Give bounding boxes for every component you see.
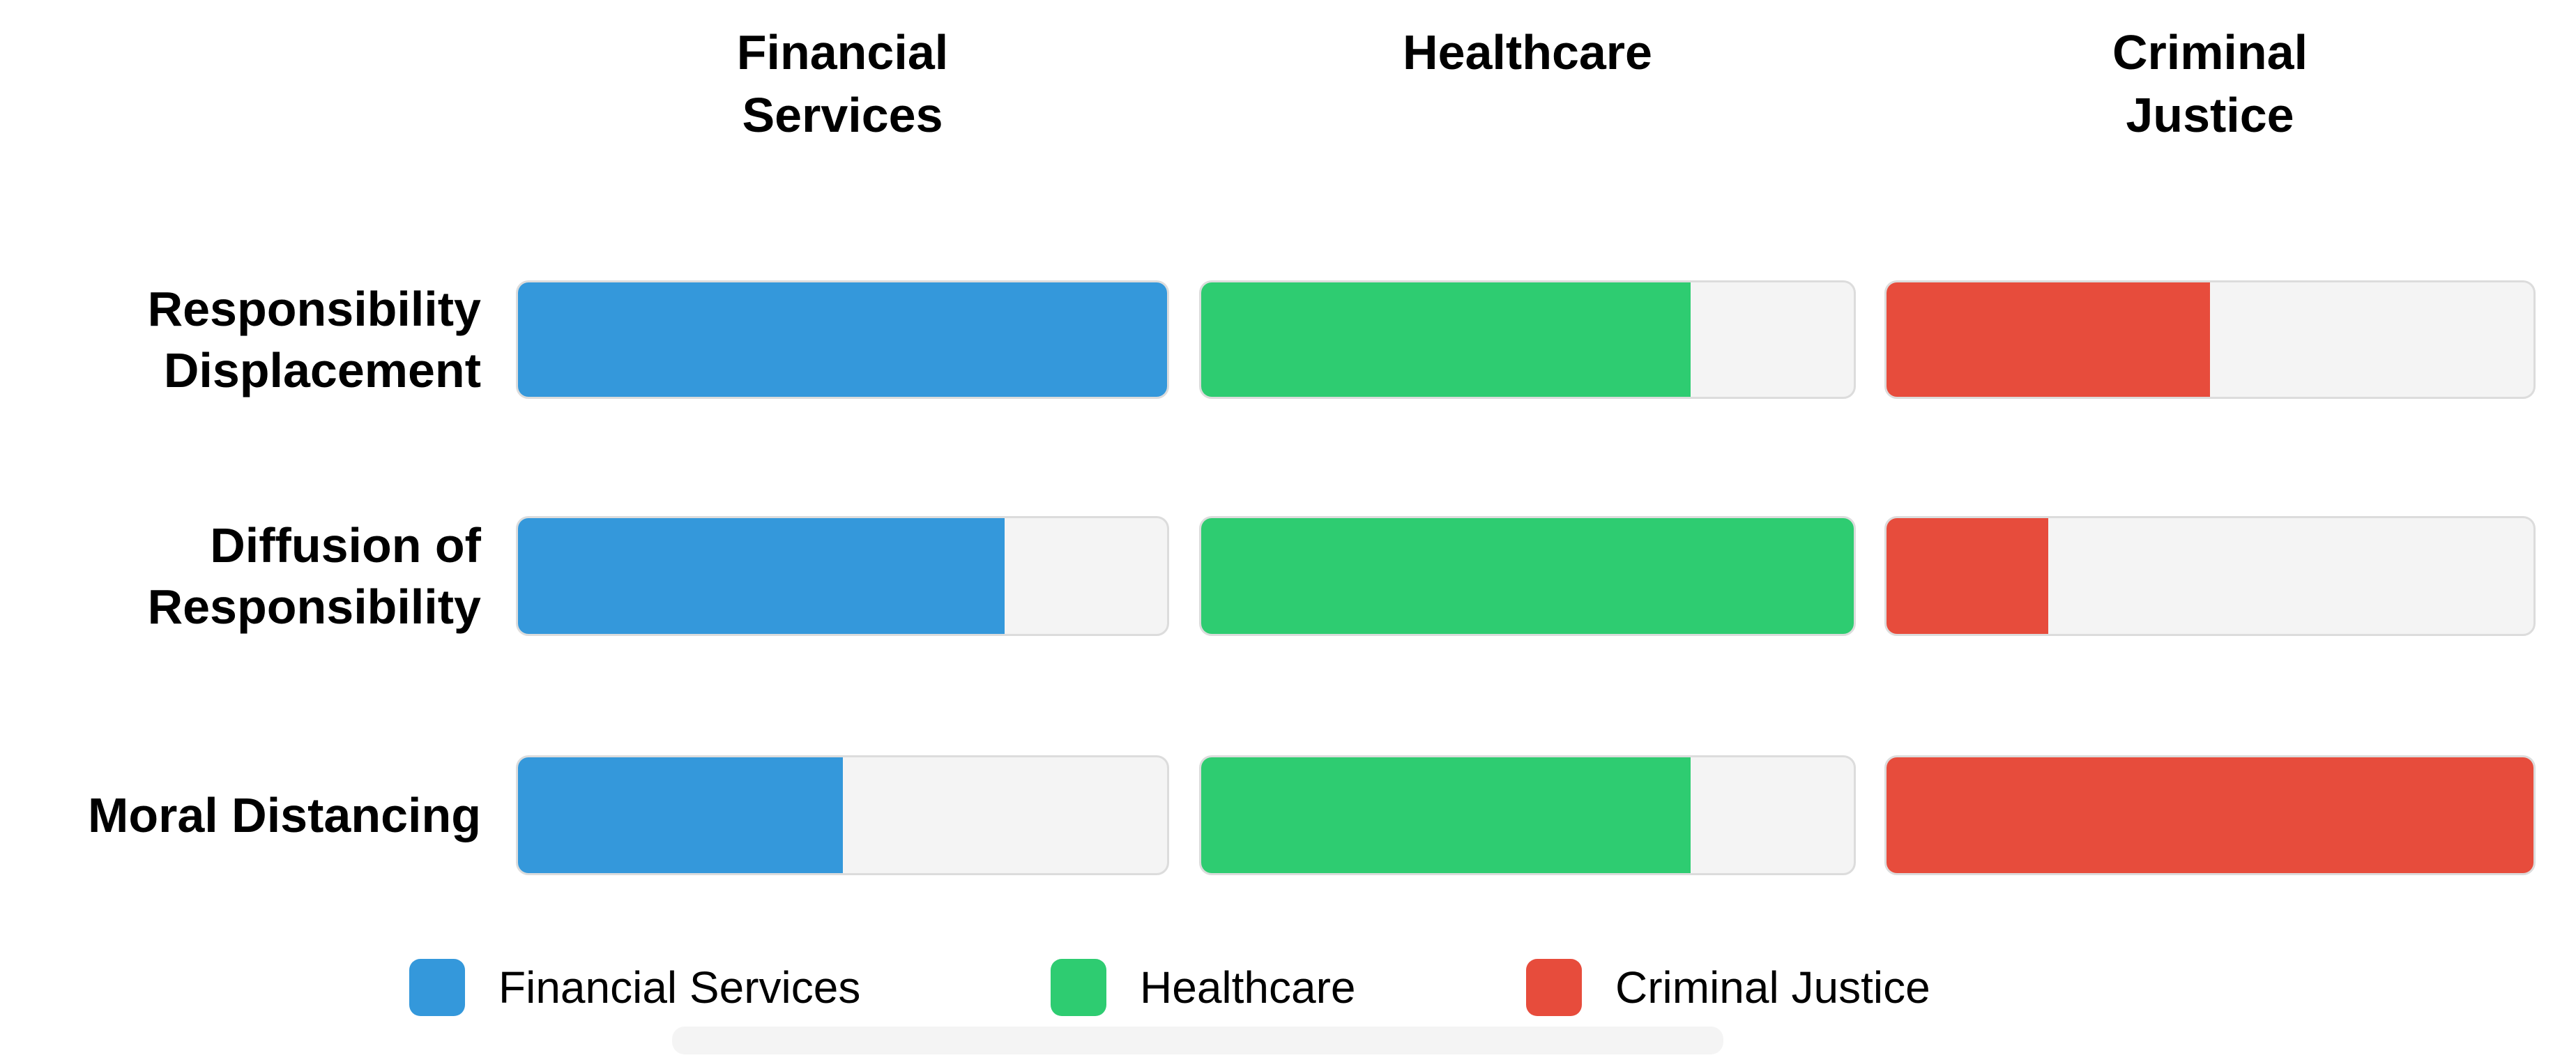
legend-item-criminal-justice: Criminal Justice [1526, 959, 1930, 1016]
bar-track-r2c2 [1884, 755, 2536, 875]
bar-track-r0c2 [1884, 280, 2536, 399]
column-header-line: Criminal [2112, 25, 2308, 80]
column-header-line: Healthcare [1403, 25, 1652, 80]
column-header-line: Services [742, 88, 943, 142]
bar-fill-r0c2 [1887, 282, 2210, 397]
column-header-healthcare: Healthcare [1199, 21, 1856, 84]
bar-track-r1c1 [1199, 516, 1856, 636]
row-label-line: Moral Distancing [88, 788, 481, 842]
row-label-line: Displacement [163, 343, 481, 397]
legend-label: Healthcare [1140, 962, 1356, 1013]
legend-item-financial-services: Financial Services [409, 959, 860, 1016]
bottom-shadow-bar [672, 1027, 1723, 1054]
row-label-line: Responsibility [147, 282, 481, 336]
bar-fill-r2c2 [1887, 757, 2533, 873]
bar-fill-r0c0 [518, 282, 1167, 397]
column-header-criminal-justice: Criminal Justice [1884, 21, 2536, 146]
column-header-line: Financial [736, 25, 949, 80]
bar-track-r2c0 [516, 755, 1169, 875]
legend-swatch-financial-services [409, 959, 465, 1016]
bar-track-r0c0 [516, 280, 1169, 399]
bar-fill-r0c1 [1201, 282, 1691, 397]
bar-fill-r1c2 [1887, 518, 2048, 634]
column-header-line: Justice [2126, 88, 2294, 142]
bar-fill-r2c1 [1201, 757, 1691, 873]
bar-track-r0c1 [1199, 280, 1856, 399]
row-label-line: Diffusion of [210, 518, 481, 573]
row-label-responsibility-displacement: Responsibility Displacement [0, 280, 481, 399]
legend-swatch-healthcare [1051, 959, 1106, 1016]
row-label-moral-distancing: Moral Distancing [0, 755, 481, 875]
bar-fill-r1c1 [1201, 518, 1854, 634]
legend-label: Criminal Justice [1615, 962, 1930, 1013]
row-label-diffusion-of-responsibility: Diffusion of Responsibility [0, 516, 481, 636]
legend-label: Financial Services [498, 962, 861, 1013]
column-header-financial-services: Financial Services [516, 21, 1169, 146]
legend-swatch-criminal-justice [1526, 959, 1582, 1016]
legend-item-healthcare: Healthcare [1051, 959, 1356, 1016]
bar-track-r1c2 [1884, 516, 2536, 636]
bar-fill-r1c0 [518, 518, 1005, 634]
bar-track-r1c0 [516, 516, 1169, 636]
bar-fill-r2c0 [518, 757, 843, 873]
bar-track-r2c1 [1199, 755, 1856, 875]
row-label-line: Responsibility [147, 580, 481, 634]
